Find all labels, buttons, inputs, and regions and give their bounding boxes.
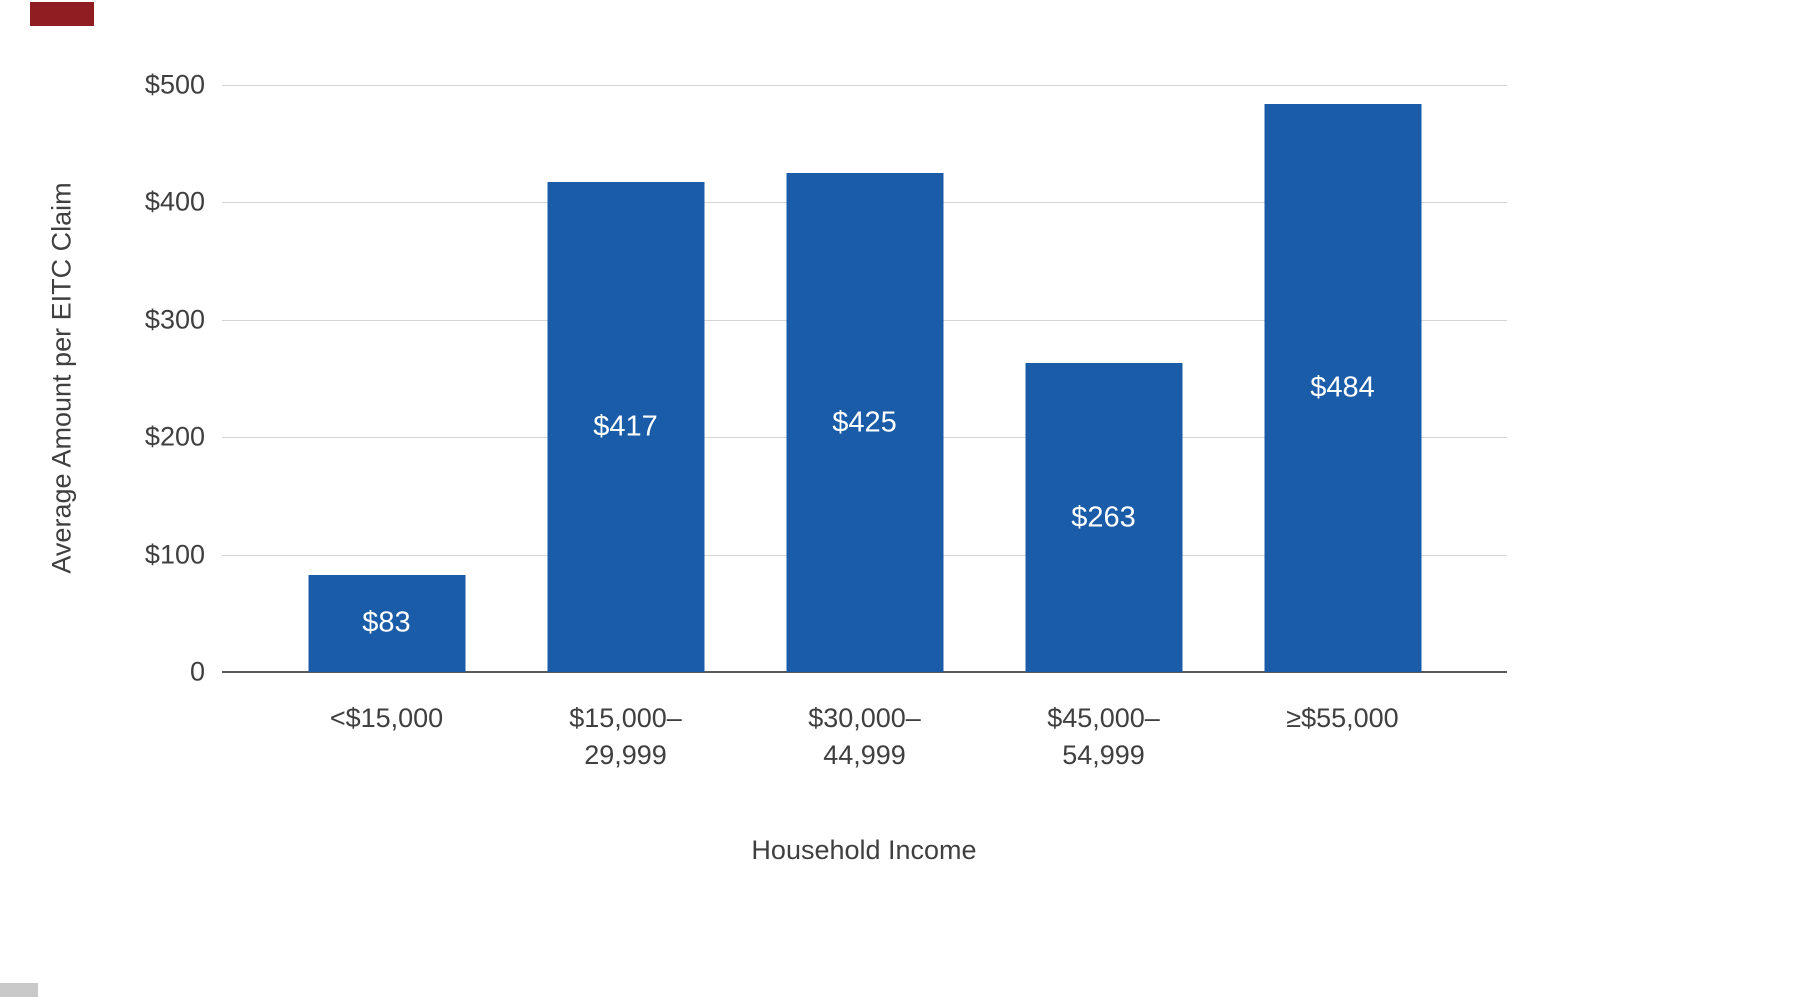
y-tick-label: 0 <box>189 656 205 687</box>
x-tick-label: <$15,000 <box>329 703 444 733</box>
bar-slot: $417 <box>506 85 745 672</box>
bar: $83 <box>308 574 465 672</box>
x-tick-label: $30,000– 44,999 <box>808 703 921 770</box>
y-tick-label: $500 <box>144 69 205 100</box>
bars-layer: $83 $417 $425 $263 $484 <box>267 85 1462 672</box>
bar-value-label: $484 <box>1310 371 1375 404</box>
bar-slot: $83 <box>267 85 506 672</box>
bar: $263 <box>1025 363 1182 672</box>
gridline <box>222 85 1507 86</box>
plot-area: $83 $417 $425 $263 $484 <box>222 85 1507 673</box>
y-tick-label: $200 <box>144 421 205 452</box>
bottom-left-fragment <box>0 983 38 997</box>
bar-value-label: $425 <box>832 406 897 439</box>
x-axis-tick-labels: <$15,000 $15,000– 29,999 $30,000– 44,999 $45,… <box>267 700 1462 774</box>
y-tick-label: $100 <box>144 539 205 570</box>
x-axis-title: Household Income <box>751 835 977 865</box>
bar-slot: $263 <box>984 85 1223 672</box>
y-axis-tick-labels: 0 $100 $200 $300 $400 $500 <box>0 70 205 687</box>
x-tick-label: $45,000– 54,999 <box>1047 703 1160 770</box>
x-tick-label: ≥$55,000 <box>1286 703 1399 733</box>
bar: $484 <box>1264 103 1421 672</box>
bar-value-label: $263 <box>1071 501 1136 534</box>
bar-value-label: $417 <box>593 410 658 443</box>
top-left-red-mark <box>30 2 94 26</box>
x-axis-baseline <box>222 671 1507 673</box>
y-tick-label: $300 <box>144 304 205 335</box>
y-tick-label: $400 <box>144 186 205 217</box>
bar-value-label: $83 <box>362 606 411 639</box>
bar: $425 <box>786 173 943 672</box>
x-tick-label: $15,000– 29,999 <box>569 703 682 770</box>
bar-slot: $484 <box>1223 85 1462 672</box>
bar: $417 <box>547 182 704 672</box>
bar-slot: $425 <box>745 85 984 672</box>
